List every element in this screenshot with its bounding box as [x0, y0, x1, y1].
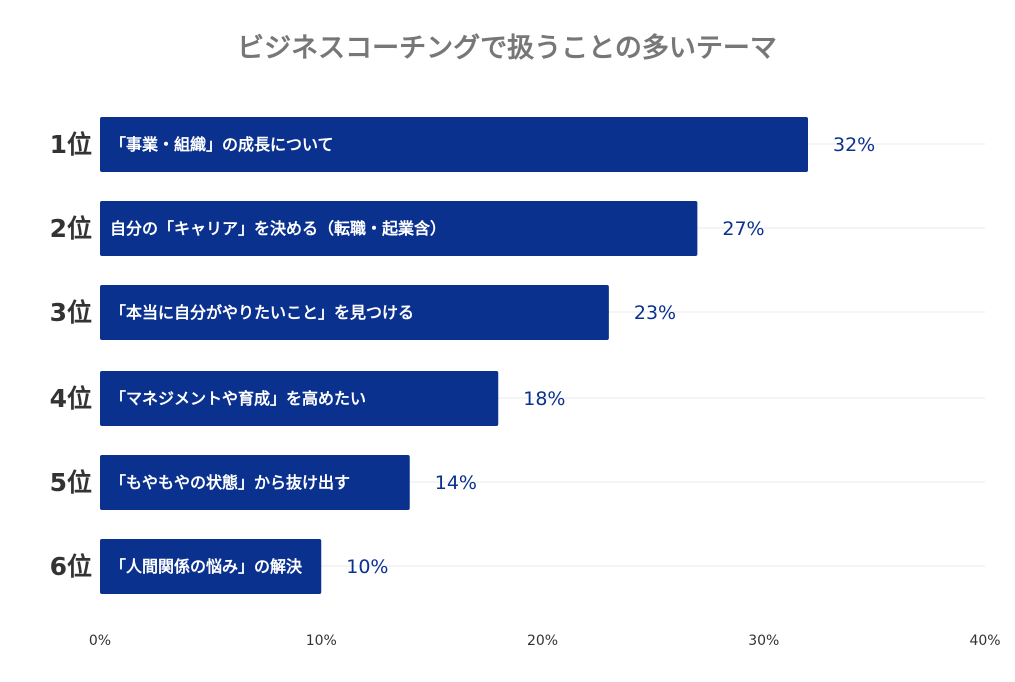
- value-label: 32%: [833, 134, 875, 156]
- bar: [100, 285, 609, 340]
- value-label: 14%: [435, 472, 477, 494]
- category-label: 1位: [50, 130, 92, 159]
- value-label: 10%: [346, 556, 388, 578]
- x-tick-label: 40%: [969, 633, 1000, 649]
- bar: [100, 371, 499, 426]
- x-tick-label: 10%: [306, 633, 337, 649]
- bar-description: 「人間関係の悩み」の解決: [110, 557, 303, 576]
- category-label: 3位: [50, 298, 92, 327]
- bar-description: 「事業・組織」の成長について: [110, 135, 334, 154]
- value-label: 23%: [634, 302, 676, 324]
- bar: [100, 455, 410, 510]
- chart-title: ビジネスコーチングで扱うことの多いテーマ: [237, 32, 777, 64]
- bar-description: 「マネジメントや育成」を高めたい: [110, 389, 366, 408]
- value-label: 18%: [523, 388, 565, 410]
- bar-description: 「本当に自分がやりたいこと」を見つける: [110, 303, 414, 322]
- bar: [100, 539, 322, 594]
- bar: [100, 201, 698, 256]
- x-tick-label: 30%: [748, 633, 779, 649]
- category-label: 5位: [50, 468, 92, 497]
- value-label: 27%: [722, 218, 764, 240]
- category-label: 6位: [50, 552, 92, 581]
- bar-description: 「もやもやの状態」から抜け出す: [110, 473, 350, 492]
- category-label: 2位: [50, 214, 92, 243]
- x-tick-label: 20%: [527, 633, 558, 649]
- x-tick-label: 0%: [89, 633, 111, 649]
- category-label: 4位: [50, 384, 92, 413]
- bar: [100, 117, 808, 172]
- bar-description: 自分の「キャリア」を決める（転職・起業含）: [110, 219, 446, 238]
